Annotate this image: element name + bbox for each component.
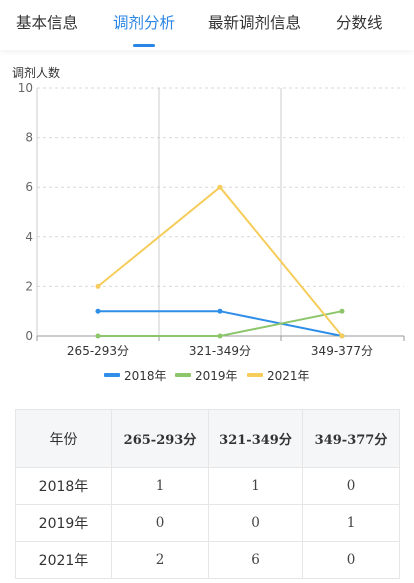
legend-swatch: [104, 373, 120, 377]
header-range-1: 265-293分: [111, 409, 209, 468]
y-tick-label: 0: [25, 329, 33, 343]
legend-label: 2018年: [124, 369, 167, 383]
legend-swatch: [175, 373, 191, 377]
cell-value: 1: [302, 504, 400, 542]
adjustment-table-container: 年份 265-293分 321-349分 349-377分 2018年 1 1 …: [15, 409, 400, 579]
active-tab-indicator: [133, 44, 155, 47]
cell-value: 0: [302, 467, 400, 505]
x-tick-label: 349-377分: [311, 344, 373, 358]
data-point: [95, 283, 101, 289]
cell-value: 0: [111, 504, 209, 542]
cell-value: 1: [208, 467, 303, 505]
legend-label: 2021年: [267, 369, 310, 383]
tab-bar: 基本信息 调剂分析 最新调剂信息 分数线: [0, 0, 414, 50]
x-tick-label: 321-349分: [189, 344, 251, 358]
y-tick-label: 10: [18, 81, 33, 95]
data-point: [217, 308, 223, 314]
cell-value: 1: [111, 467, 209, 505]
tab-adjustment-analysis[interactable]: 调剂分析: [113, 14, 176, 32]
legend-swatch: [247, 373, 263, 377]
table-row: 2018年 1 1 0: [15, 467, 400, 505]
series-line: [98, 310, 343, 337]
header-year: 年份: [15, 409, 112, 468]
cell-value: 0: [302, 541, 400, 579]
data-point: [339, 333, 345, 339]
data-point: [95, 308, 101, 314]
y-tick-label: 8: [25, 131, 33, 145]
cell-year: 2019年: [15, 504, 112, 542]
cell-year: 2021年: [15, 541, 112, 579]
legend-label: 2019年: [195, 369, 238, 383]
y-tick-label: 2: [25, 279, 33, 293]
data-point: [339, 308, 345, 314]
table-row: 2019年 0 0 1: [15, 504, 400, 542]
cell-value: 2: [111, 541, 209, 579]
tab-basic-info[interactable]: 基本信息: [16, 14, 79, 32]
data-point: [217, 184, 223, 190]
header-range-2: 321-349分: [208, 409, 303, 468]
table-header-row: 年份 265-293分 321-349分 349-377分: [15, 409, 400, 468]
data-point: [95, 333, 101, 339]
header-range-3: 349-377分: [302, 409, 400, 468]
table-row: 2021年 2 6 0: [15, 541, 400, 579]
series-line: [98, 310, 343, 337]
tab-latest-adjustment-info[interactable]: 最新调剂信息: [208, 14, 302, 32]
cell-value: 6: [208, 541, 303, 579]
x-tick-label: 265-293分: [67, 344, 129, 358]
cell-year: 2018年: [15, 467, 112, 505]
y-tick-label: 6: [25, 180, 33, 194]
y-tick-label: 4: [25, 230, 33, 244]
y-axis-title: 调剂人数: [12, 65, 60, 80]
data-point: [217, 333, 223, 339]
adjustment-table: 年份 265-293分 321-349分 349-377分 2018年 1 1 …: [15, 409, 400, 579]
cell-value: 0: [208, 504, 303, 542]
adjustment-line-chart: 调剂人数 0 2 4 6 8 10 265-293分 321-349分 349-377分 2018年…: [12, 65, 405, 383]
tab-score-line[interactable]: 分数线: [336, 14, 383, 32]
